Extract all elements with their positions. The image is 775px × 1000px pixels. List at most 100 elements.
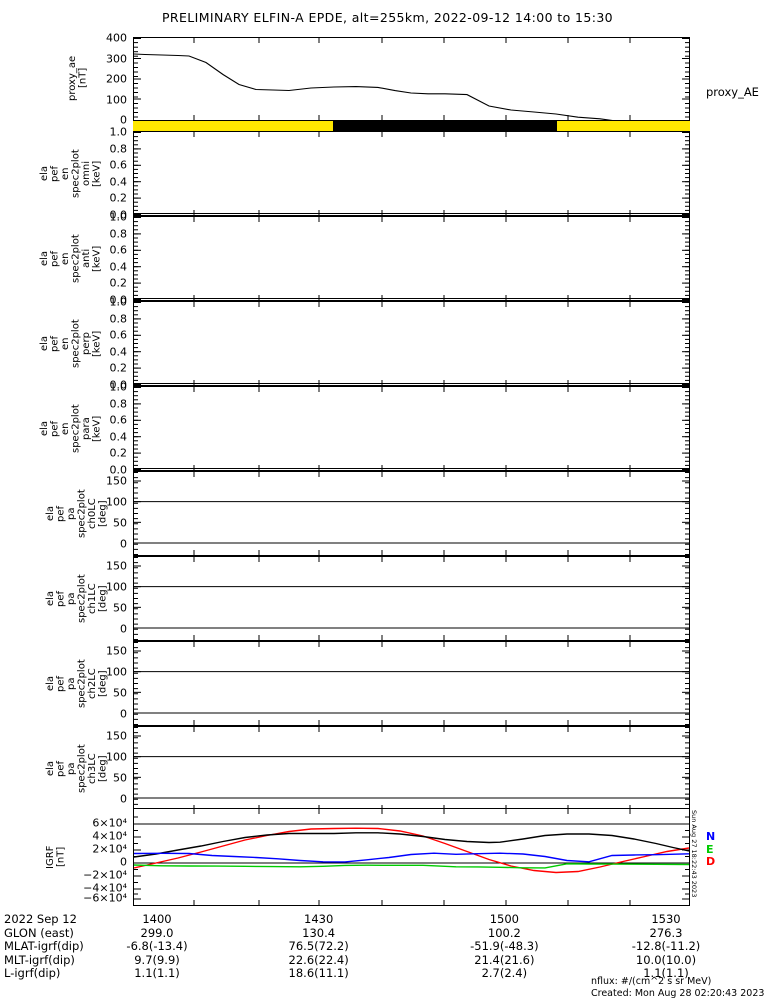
ytick: 0 (120, 855, 127, 869)
ytick: 0.4 (109, 175, 128, 189)
spectrogram-panel-4 (133, 471, 690, 556)
ytick: 100 (106, 665, 127, 679)
ytick: 2×10⁴ (92, 842, 127, 856)
ytick: 300 (106, 52, 127, 65)
panel-ytick-labels-1: 1.0 0.8 0.6 0.4 0.2 0.0 (85, 211, 130, 307)
ytick: 0.0 (109, 293, 128, 307)
igrf-legend-n: N (706, 830, 716, 843)
spectrogram-plot-area (134, 302, 689, 385)
bottom-row-value: 100.2 (487, 925, 521, 940)
bottom-row-value: 18.6(11.1) (288, 966, 349, 980)
ytick: 0.4 (109, 430, 128, 444)
bottom-row-value: 22.6(22.4) (288, 952, 349, 967)
bottom-row-label: MLAT-igrf(dip) (4, 939, 84, 953)
ytick: 0.2 (109, 191, 128, 205)
igrf-ytick-labels: 6×10⁴ 4×10⁴ 2×10⁴ 0 −2×10⁴ −4×10⁴ −6×10⁴ (72, 812, 130, 905)
bottom-row-value: -6.8(-13.4) (126, 939, 188, 953)
proxy-ae-ylabel: proxy_ae [nT] (67, 38, 89, 118)
ytick: 0.8 (109, 142, 128, 156)
ytick: 4×10⁴ (92, 829, 127, 843)
bottom-row-value: 10.0(10.0) (635, 952, 697, 967)
igrf-ylabel-text: IGRF [nT] (45, 845, 67, 869)
ytick: 100 (106, 93, 127, 106)
bottom-row-value: 76.5(72.2) (288, 939, 349, 953)
proxy-ae-ylabel-text: proxy_ae [nT] (67, 55, 89, 101)
proxy-ae-ytick-labels: 400 300 200 100 0 (85, 32, 130, 127)
ytick: 0.0 (109, 208, 128, 222)
igrf-plot (134, 809, 689, 905)
ytick: 0.6 (109, 413, 128, 427)
bottom-row-label: L-igrf(dip) (4, 966, 61, 980)
spectrogram-plot-area (134, 217, 689, 300)
footer-block: nflux: #/(cm^2 s sr MeV) Created: Mon Au… (591, 976, 764, 1000)
panel-ytick-labels-3: 1.0 0.8 0.6 0.4 0.2 0.0 (85, 381, 130, 477)
igrf-legend-e: E (706, 843, 714, 856)
ytick: 0.0 (109, 378, 128, 392)
ytick: 0 (120, 707, 127, 721)
spectrogram-plot-area (134, 387, 689, 470)
igrf-panel (133, 808, 690, 906)
panel-ytick-labels-6: 150 100 50 0 (85, 641, 130, 726)
bottom-row-value: 1500 (489, 912, 519, 926)
ytick: 50 (113, 686, 127, 700)
bottom-row-value: 276.3 (649, 925, 683, 940)
ytick: 400 (106, 31, 127, 45)
panel-ytick-labels-2: 1.0 0.8 0.6 0.4 0.2 0.0 (85, 296, 130, 392)
ytick: 0.4 (109, 345, 128, 359)
ytick: 150 (106, 644, 127, 658)
panel-ytick-labels-0: 1.0 0.8 0.6 0.4 0.2 0.0 (85, 126, 130, 222)
footer-created: Created: Mon Aug 28 02:20:43 2023 (591, 987, 765, 999)
igrf-timestamp-vertical: Sun Aug 27 18:22:43 2023 (690, 810, 698, 898)
bottom-row-value: 1400 (142, 912, 172, 926)
spectrogram-panel-0 (133, 131, 690, 216)
spectrogram-panel-7 (133, 726, 690, 811)
ytick: 200 (106, 72, 127, 86)
panel-ytick-labels-7: 150 100 50 0 (85, 726, 130, 811)
footer-nflux: nflux: #/(cm^2 s sr MeV) (591, 976, 712, 987)
panel-ytick-labels-4: 150 100 50 0 (85, 471, 130, 556)
ytick: 0 (120, 792, 127, 806)
ytick: 0.8 (109, 312, 128, 326)
ytick: 1.0 (109, 380, 128, 394)
ytick: 100 (106, 750, 127, 764)
ytick: 50 (113, 601, 127, 615)
igrf-ylabel: IGRF [nT] (45, 822, 67, 892)
ytick: 0.2 (109, 276, 128, 290)
spectrogram-panel-2 (133, 301, 690, 386)
ytick: 0 (120, 113, 127, 127)
bottom-row-label: 2022 Sep 12 (4, 912, 77, 926)
ytick: 6×10⁴ (92, 816, 127, 830)
status-bar-segment-yellow-right (557, 121, 690, 131)
ytick: 1.0 (109, 295, 128, 309)
spectrogram-panel-1 (133, 216, 690, 301)
spectrogram-panel-5 (133, 556, 690, 641)
ytick: 50 (113, 771, 127, 785)
status-bar-segment-yellow-left (133, 121, 333, 131)
proxy-ae-panel (133, 37, 690, 121)
bottom-row-label: GLON (east) (4, 925, 74, 940)
ytick: 100 (106, 495, 127, 509)
spectrogram-panel-3 (133, 386, 690, 471)
spectrogram-plot-area (134, 472, 689, 555)
ytick: 0 (120, 537, 127, 551)
ytick: 50 (113, 516, 127, 530)
spectrogram-panel-6 (133, 641, 690, 726)
bottom-row-value: 1430 (304, 912, 334, 926)
bottom-row-value: 130.4 (302, 925, 336, 940)
ytick: 0.2 (109, 446, 128, 460)
ytick: 1.0 (109, 210, 128, 224)
ytick: 0.4 (109, 260, 128, 274)
spectrogram-plot-area (134, 557, 689, 640)
ytick: −4×10⁴ (83, 881, 127, 895)
status-bar-segment-black (333, 121, 557, 131)
proxy-ae-right-label: proxy_AE (706, 85, 759, 99)
ytick: −2×10⁴ (83, 868, 127, 882)
ytick: 0.8 (109, 397, 128, 411)
bottom-row-value: 21.4(21.6) (474, 952, 535, 967)
page-title: PRELIMINARY ELFIN-A EPDE, alt=255km, 202… (161, 10, 614, 25)
spectrogram-plot-area (134, 132, 689, 215)
ytick: 150 (106, 559, 127, 573)
bottom-row-label: MLT-igrf(dip) (4, 952, 75, 967)
ytick: 0.0 (109, 463, 128, 477)
ytick: 150 (106, 474, 127, 488)
